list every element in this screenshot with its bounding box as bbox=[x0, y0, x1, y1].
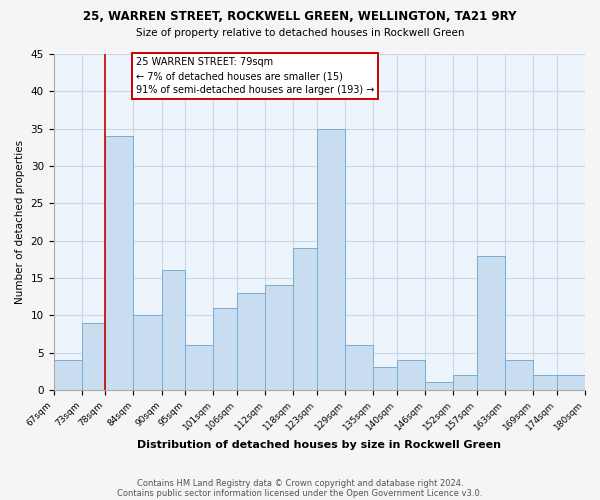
Bar bbox=[317, 128, 345, 390]
Bar bbox=[557, 375, 585, 390]
Bar bbox=[293, 248, 317, 390]
Bar bbox=[454, 375, 477, 390]
Bar bbox=[214, 308, 237, 390]
Text: Contains public sector information licensed under the Open Government Licence v3: Contains public sector information licen… bbox=[118, 488, 482, 498]
Text: 25, WARREN STREET, ROCKWELL GREEN, WELLINGTON, TA21 9RY: 25, WARREN STREET, ROCKWELL GREEN, WELLI… bbox=[83, 10, 517, 23]
Bar bbox=[237, 293, 265, 390]
Bar bbox=[373, 368, 397, 390]
Bar bbox=[82, 322, 105, 390]
Y-axis label: Number of detached properties: Number of detached properties bbox=[15, 140, 25, 304]
Bar bbox=[533, 375, 557, 390]
Text: 25 WARREN STREET: 79sqm
← 7% of detached houses are smaller (15)
91% of semi-det: 25 WARREN STREET: 79sqm ← 7% of detached… bbox=[136, 58, 374, 96]
X-axis label: Distribution of detached houses by size in Rockwell Green: Distribution of detached houses by size … bbox=[137, 440, 501, 450]
Bar bbox=[265, 286, 293, 390]
Bar bbox=[53, 360, 82, 390]
Bar bbox=[133, 315, 162, 390]
Bar bbox=[505, 360, 533, 390]
Bar bbox=[477, 256, 505, 390]
Bar bbox=[345, 345, 373, 390]
Bar bbox=[397, 360, 425, 390]
Bar bbox=[185, 345, 214, 390]
Text: Contains HM Land Registry data © Crown copyright and database right 2024.: Contains HM Land Registry data © Crown c… bbox=[137, 478, 463, 488]
Bar bbox=[162, 270, 185, 390]
Text: Size of property relative to detached houses in Rockwell Green: Size of property relative to detached ho… bbox=[136, 28, 464, 38]
Bar bbox=[105, 136, 133, 390]
Bar bbox=[425, 382, 454, 390]
